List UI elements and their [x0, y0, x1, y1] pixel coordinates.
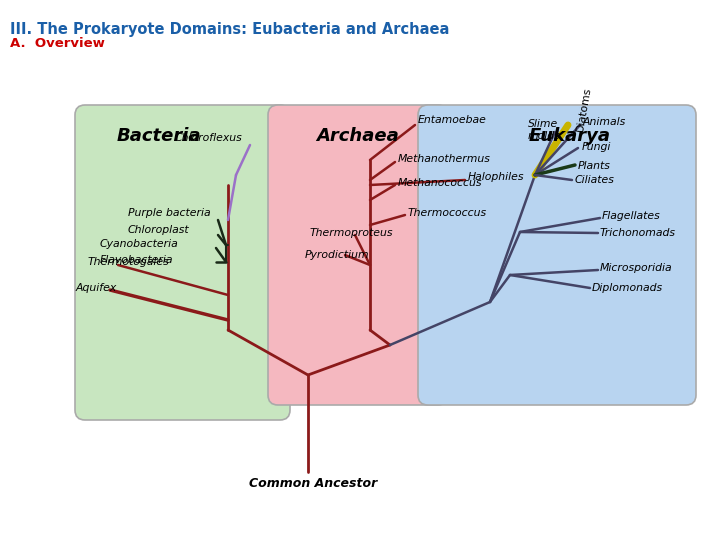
Text: Thermoproteus: Thermoproteus — [310, 228, 394, 238]
Text: Chloroplast: Chloroplast — [128, 225, 189, 235]
Text: Chloroflexus: Chloroflexus — [175, 133, 243, 143]
Text: Thermococcus: Thermococcus — [408, 208, 487, 218]
Text: Cyanobacteria: Cyanobacteria — [100, 239, 179, 249]
Text: Ciliates: Ciliates — [575, 175, 615, 185]
Text: Methanothermus: Methanothermus — [398, 154, 491, 164]
Text: Common Ancestor: Common Ancestor — [249, 477, 377, 490]
Text: Bacteria: Bacteria — [117, 127, 202, 145]
Text: Flagellates: Flagellates — [602, 211, 661, 221]
Text: Diatoms: Diatoms — [575, 86, 593, 132]
Text: Purple bacteria: Purple bacteria — [128, 208, 211, 218]
FancyBboxPatch shape — [75, 105, 290, 420]
FancyBboxPatch shape — [418, 105, 696, 405]
Text: Thermotogales: Thermotogales — [88, 257, 170, 267]
Text: Animals: Animals — [583, 117, 626, 127]
FancyBboxPatch shape — [268, 105, 448, 405]
Text: Archaea: Archaea — [317, 127, 400, 145]
Text: Microsporidia: Microsporidia — [600, 263, 672, 273]
Text: Methanococcus: Methanococcus — [398, 178, 482, 188]
Text: III. The Prokaryote Domains: Eubacteria and Archaea: III. The Prokaryote Domains: Eubacteria … — [10, 22, 449, 37]
Text: Trichonomads: Trichonomads — [600, 228, 676, 238]
Text: Eukarya: Eukarya — [529, 127, 611, 145]
Text: A.  Overview: A. Overview — [10, 37, 105, 50]
Text: Halophiles: Halophiles — [468, 172, 524, 182]
Text: Slime
molds: Slime molds — [528, 119, 561, 141]
Text: Plants: Plants — [578, 161, 611, 171]
Text: Aquifex: Aquifex — [76, 283, 117, 293]
Text: Diplomonads: Diplomonads — [592, 283, 663, 293]
Text: Fungi: Fungi — [582, 142, 611, 152]
Text: Entamoebae: Entamoebae — [418, 115, 487, 125]
Text: Flavobacteria: Flavobacteria — [100, 255, 174, 265]
Text: Pyrodictium: Pyrodictium — [305, 250, 369, 260]
